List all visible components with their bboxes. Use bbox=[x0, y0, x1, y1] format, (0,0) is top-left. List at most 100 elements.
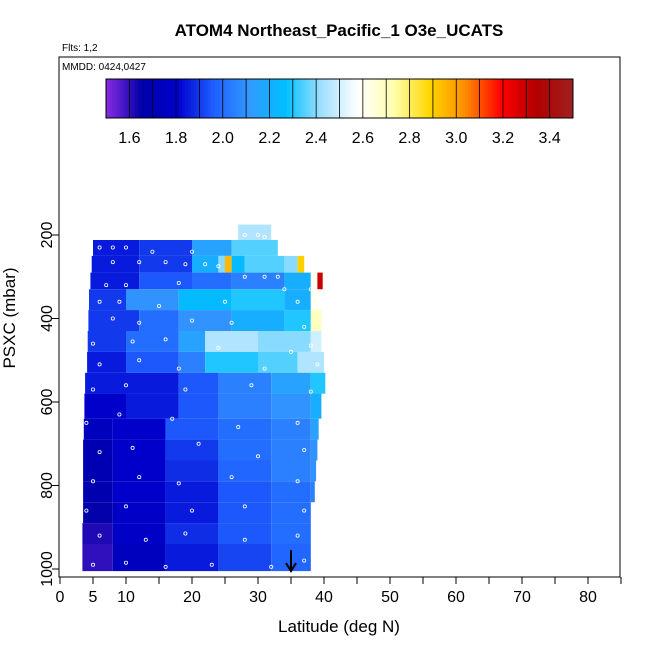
colorbar-swatch-108 bbox=[421, 79, 425, 118]
sample-point-6 bbox=[255, 232, 260, 237]
sample-point-12 bbox=[203, 262, 208, 267]
heatmap-cell-6-5 bbox=[310, 331, 322, 352]
heatmap-cell-12-4 bbox=[271, 460, 311, 482]
sample-point-74 bbox=[124, 560, 129, 565]
sample-point-28 bbox=[137, 320, 142, 325]
heatmap-cell-6-2 bbox=[178, 331, 206, 352]
colorbar-swatch-146 bbox=[532, 79, 536, 118]
colorbar-swatch-103 bbox=[406, 79, 410, 118]
colorbar-tick-label-2: 2.0 bbox=[212, 130, 234, 147]
colorbar-swatch-122 bbox=[462, 79, 466, 118]
sample-point-38 bbox=[97, 362, 102, 367]
colorbar-swatch-3 bbox=[114, 79, 119, 118]
colorbar-swatch-82 bbox=[345, 79, 349, 118]
heatmap-cell-11-3 bbox=[218, 439, 272, 461]
colorbar-tick-label-9: 3.4 bbox=[538, 130, 560, 147]
heatmap-cell-7-2 bbox=[178, 351, 206, 373]
colorbar-swatch-157 bbox=[564, 79, 568, 118]
heatmap-cell-1-2 bbox=[192, 240, 232, 256]
colorbar-swatch-81 bbox=[342, 79, 346, 118]
sample-point-26 bbox=[295, 299, 300, 304]
colorbar-swatch-9 bbox=[132, 79, 136, 118]
heatmap-cell-8-1 bbox=[126, 372, 179, 394]
heatmap-cell-14-1 bbox=[112, 502, 166, 524]
sample-point-60 bbox=[176, 481, 181, 486]
sample-point-32 bbox=[91, 341, 96, 346]
sample-point-2 bbox=[124, 245, 129, 250]
colorbar-swatch-49 bbox=[249, 79, 253, 118]
colorbar-swatch-113 bbox=[435, 79, 440, 118]
sample-point-37 bbox=[308, 343, 313, 348]
colorbar-swatch-125 bbox=[470, 79, 475, 118]
sample-point-63 bbox=[84, 508, 89, 513]
sample-point-24 bbox=[156, 303, 161, 308]
colorbar-swatch-60 bbox=[281, 79, 285, 118]
dates-note: MMDD: 0424,0427 bbox=[62, 62, 146, 73]
colorbar-swatch-102 bbox=[403, 79, 408, 118]
heatmap-layer bbox=[82, 224, 326, 572]
heatmap-cell-14-0 bbox=[83, 502, 113, 524]
heatmap-cell-13-1 bbox=[112, 481, 166, 503]
heatmap-cell-8-5 bbox=[310, 372, 326, 394]
colorbar-swatch-36 bbox=[211, 79, 215, 118]
colorbar-swatch-34 bbox=[205, 79, 209, 118]
colorbar-swatch-67 bbox=[301, 79, 305, 118]
colorbar-swatch-62 bbox=[286, 79, 291, 118]
heatmap-cell-13-2 bbox=[165, 481, 219, 503]
sample-point-40 bbox=[176, 366, 181, 371]
colorbar-frame bbox=[105, 78, 574, 119]
colorbar-swatch-71 bbox=[313, 79, 317, 118]
sample-point-45 bbox=[183, 387, 188, 392]
colorbar-swatch-29 bbox=[190, 79, 194, 118]
colorbar-swatch-88 bbox=[362, 79, 367, 118]
x-tick-label-5: 40 bbox=[315, 589, 333, 606]
sample-point-10 bbox=[163, 260, 168, 265]
heatmap-cell-4-4 bbox=[284, 289, 311, 311]
x-tick-label-3: 20 bbox=[183, 589, 201, 606]
colorbar-swatch-48 bbox=[246, 79, 250, 118]
heatmap-cell-2-7 bbox=[284, 255, 298, 273]
sample-point-34 bbox=[163, 337, 168, 342]
heatmap-cell-4-0 bbox=[89, 289, 126, 311]
x-tick-label-9: 80 bbox=[579, 589, 597, 606]
colorbar-swatch-52 bbox=[257, 79, 262, 118]
sample-point-76 bbox=[209, 562, 214, 567]
colorbar-swatch-26 bbox=[181, 79, 186, 118]
heatmap-cell-2-2 bbox=[192, 255, 219, 273]
heatmap-cell-3-6 bbox=[317, 272, 323, 290]
heatmap-cell-4-3 bbox=[231, 289, 285, 311]
colorbar-tick-label-1: 1.8 bbox=[165, 130, 187, 147]
sample-point-48 bbox=[84, 420, 89, 425]
colorbar-swatch-132 bbox=[491, 79, 495, 118]
colorbar-swatch-73 bbox=[319, 79, 323, 118]
colorbar-swatch-149 bbox=[540, 79, 545, 118]
colorbar-swatch-15 bbox=[149, 79, 154, 118]
colorbar-swatch-25 bbox=[178, 79, 183, 118]
heatmap-cell-7-5 bbox=[297, 351, 324, 373]
heatmap-cell-2-6 bbox=[244, 255, 285, 273]
sample-point-27 bbox=[110, 316, 115, 321]
heatmap-cell-6-0 bbox=[87, 331, 126, 352]
sample-point-17 bbox=[104, 283, 109, 288]
colorbar-swatch-28 bbox=[187, 79, 192, 118]
sample-point-7 bbox=[262, 235, 267, 240]
sample-point-61 bbox=[229, 475, 234, 480]
colorbar-swatch-100 bbox=[397, 79, 402, 118]
colorbar-tick-label-4: 2.4 bbox=[305, 130, 327, 147]
colorbar-swatch-70 bbox=[310, 79, 314, 118]
heatmap-cell-6-3 bbox=[205, 331, 258, 352]
sample-point-16 bbox=[275, 274, 280, 279]
colorbar-swatch-121 bbox=[459, 79, 463, 118]
colorbar-swatch-83 bbox=[348, 79, 352, 118]
heatmap-cell-12-5 bbox=[310, 460, 317, 482]
sample-point-30 bbox=[229, 320, 234, 325]
heatmap-cell-2-3 bbox=[218, 255, 225, 273]
colorbar-swatch-145 bbox=[529, 79, 533, 118]
colorbar-swatch-139 bbox=[511, 79, 516, 118]
colorbar-swatch-65 bbox=[295, 79, 300, 118]
colorbar-swatch-134 bbox=[497, 79, 501, 118]
sample-point-46 bbox=[249, 383, 254, 388]
colorbar-swatch-155 bbox=[558, 79, 562, 118]
sample-point-67 bbox=[302, 508, 307, 513]
